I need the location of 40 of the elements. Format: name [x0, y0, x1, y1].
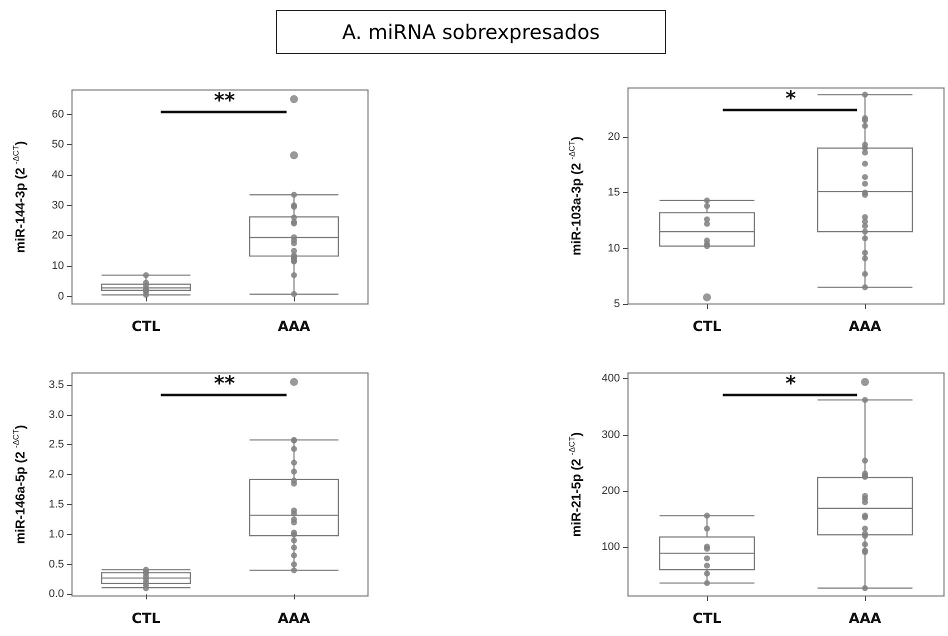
y-axis-title: miR-144-3p (2 -ΔCT): [12, 141, 28, 253]
y-tick-label: 20: [608, 130, 620, 143]
y-tick-label: 3.5: [48, 378, 64, 391]
x-tick-label: AAA: [278, 611, 310, 627]
y-tick-label: 40: [52, 168, 64, 181]
annotation: *: [786, 86, 797, 110]
y-tick-label: 3.0: [48, 408, 64, 421]
y-tick-label: 200: [602, 484, 620, 497]
y-tick-label: 1.5: [48, 498, 64, 511]
y-tick-label: 100: [602, 541, 620, 554]
y-tick-label: 15: [608, 186, 620, 199]
y-tick-label: 20: [52, 230, 64, 242]
x-tick-label: CTL: [692, 319, 722, 335]
y-tick-label: 10: [52, 260, 64, 272]
y-tick-label: 50: [52, 138, 64, 151]
y-axis-title: miR-21-5p (2 -ΔCT): [568, 432, 584, 537]
y-tick-label: 2.5: [48, 438, 64, 451]
x-tick-label: CTL: [132, 611, 160, 627]
y-tick-label: 2.0: [48, 468, 64, 481]
annotation: **: [214, 371, 236, 395]
y-tick-label: 5: [614, 298, 620, 310]
y-axis-title: miR-146a-5p (2 -ΔCT): [12, 424, 28, 544]
x-tick-label: AAA: [278, 319, 310, 335]
x-tick-label: AAA: [848, 611, 882, 627]
y-tick-label: 60: [52, 108, 64, 120]
annotation: *: [786, 371, 797, 395]
x-tick-label: CTL: [132, 319, 160, 335]
y-tick-label: 0.5: [48, 558, 64, 570]
y-tick-label: 0: [58, 290, 64, 302]
y-tick-label: 1.0: [48, 528, 64, 540]
y-axis-title: miR-103a-3p (2 -ΔCT): [568, 136, 584, 256]
text: A. miRNA sobrexpresados: [276, 10, 666, 54]
x-tick-label: CTL: [692, 611, 722, 627]
y-tick-label: 400: [602, 372, 620, 385]
y-tick-label: 30: [52, 199, 64, 212]
y-tick-label: 10: [608, 242, 620, 254]
x-tick-label: AAA: [848, 319, 882, 335]
y-tick-label: 300: [602, 428, 620, 441]
annotation: **: [214, 88, 236, 112]
y-tick-label: 0.0: [48, 588, 64, 600]
